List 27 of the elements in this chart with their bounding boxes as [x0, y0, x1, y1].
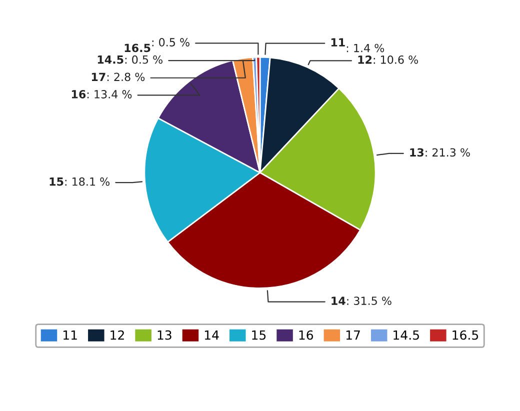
slice-label: 13	[410, 148, 424, 157]
slice-label: 12	[358, 55, 372, 64]
slice-label: 15	[50, 178, 64, 186]
data-label: : 18.1 %	[65, 177, 110, 186]
legend-label: 15	[252, 330, 266, 340]
legend-label: 17	[346, 330, 360, 340]
legend-label: 16	[299, 330, 314, 340]
legend-label: 13	[158, 330, 172, 340]
data-label: : 13.4 %	[87, 90, 132, 98]
slice-label: 16.5	[124, 44, 150, 52]
legend-label: 14.5	[394, 330, 419, 340]
data-label: : 0.5 %	[125, 55, 162, 64]
slice-label: 11	[331, 38, 345, 46]
legend-label: 16.5	[452, 330, 478, 340]
data-label: : 1.4 %	[346, 44, 384, 52]
slice-label: 14	[332, 296, 346, 305]
data-label: : 31.5 %	[347, 296, 392, 306]
legend-label: 12	[110, 330, 124, 340]
data-label: : 2.8 %	[107, 72, 145, 82]
slice-label: 16	[72, 90, 86, 98]
data-label: : 21.3 %	[426, 148, 470, 157]
slice-label: 14.5	[98, 56, 124, 64]
data-label: : 0.5 %	[152, 38, 190, 46]
legend-label: 14	[204, 330, 219, 340]
data-label: : 10.6 %	[374, 55, 418, 64]
slice-label: 17	[92, 72, 106, 81]
legend-label: 11	[63, 330, 77, 340]
